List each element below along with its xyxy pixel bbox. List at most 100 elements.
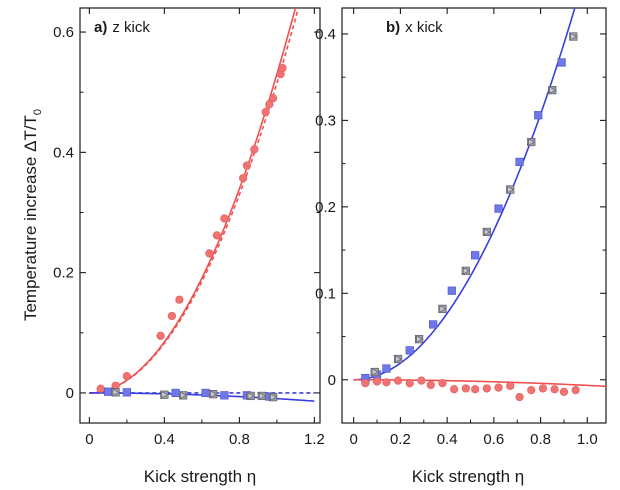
y-axis-label-subscript: 0	[32, 109, 44, 115]
data-point-triangle-mark	[439, 305, 446, 313]
x-axis-label-a: Kick strength η	[144, 467, 256, 486]
y-tick-label: 0.4	[53, 144, 74, 161]
data-point-square	[494, 204, 503, 213]
panel-a-kick: z kick	[112, 19, 150, 36]
data-point-circle	[461, 384, 470, 393]
data-point-triangle-mark	[259, 392, 266, 400]
data-point-triangle	[461, 266, 470, 275]
data-point-circle	[122, 371, 131, 381]
y-tick-label: 0.2	[53, 265, 74, 282]
data-point-triangle-mark	[371, 368, 379, 376]
panel-b-kick: x kick	[405, 19, 443, 36]
y-tick-label: 0	[66, 385, 74, 402]
data-point-square	[429, 320, 438, 329]
data-point-triangle-mark	[247, 392, 255, 400]
data-point-triangle-mark	[416, 335, 423, 343]
data-point-triangle-mark	[210, 390, 217, 398]
data-point-circle	[538, 384, 548, 393]
panel-a-letter: a)	[94, 19, 107, 36]
data-point-triangle-mark	[180, 391, 187, 399]
data-point-circle	[175, 295, 184, 304]
x-tick-label: 0.2	[390, 431, 411, 448]
data-point-circle	[205, 249, 214, 258]
y-axis-label-text: Temperature increase ΔT/T	[21, 115, 40, 321]
data-point-triangle	[111, 388, 120, 397]
data-point-triangle	[179, 391, 188, 400]
data-point-triangle-mark	[112, 388, 120, 396]
y-tick-label: 0.1	[315, 285, 336, 302]
data-point-square	[171, 388, 180, 398]
fit-curve-solid	[353, 8, 576, 381]
data-point-circle	[494, 383, 503, 392]
data-point-circle	[156, 331, 165, 340]
x-tick-label: 0.8	[530, 431, 551, 448]
fit-curve-solid	[353, 378, 606, 388]
data-point-circle	[250, 145, 259, 154]
data-point-square	[534, 111, 543, 120]
data-point-circle	[450, 385, 459, 394]
data-point-square	[201, 388, 210, 398]
x-axis-label-b: Kick strength η	[412, 467, 524, 486]
data-point-circle	[417, 376, 426, 385]
panel-b-letter: b)	[386, 19, 400, 36]
data-point-triangle	[548, 86, 557, 95]
x-tick-label: 0.4	[437, 431, 458, 448]
data-point-circle	[393, 376, 403, 385]
data-point-square	[557, 58, 566, 67]
data-point-circle	[261, 107, 270, 117]
data-point-circle	[372, 377, 382, 386]
data-point-circle	[438, 379, 447, 388]
data-point-triangle	[393, 354, 403, 364]
data-point-circle	[242, 161, 251, 170]
data-point-circle	[382, 378, 391, 387]
data-point-triangle-mark	[484, 228, 491, 236]
data-point-triangle-mark	[462, 267, 470, 275]
data-point-circle	[239, 174, 248, 183]
data-point-circle	[212, 231, 221, 240]
x-tick-label: 0.8	[229, 431, 250, 448]
data-point-square	[515, 157, 524, 166]
data-point-square	[405, 346, 414, 355]
data-point-circle	[361, 379, 370, 388]
data-point-circle	[527, 386, 536, 395]
data-point-circle	[550, 385, 559, 394]
data-point-triangle	[246, 391, 255, 401]
x-tick-label: 1.0	[577, 431, 598, 448]
plot-frame	[79, 7, 321, 424]
data-point-triangle	[209, 390, 218, 399]
data-point-triangle-mark	[507, 186, 514, 193]
fit-curve-solid	[89, 8, 297, 394]
data-point-circle	[571, 386, 580, 395]
panel-b-title: b) x kick	[386, 19, 443, 36]
data-point-triangle	[370, 367, 379, 377]
panel-b: 0 0.2 0.4 0.6 0.8 1.0 0 0.1 0.2 0.3 0.4	[315, 7, 607, 448]
y-tick-label: 0.2	[315, 199, 336, 216]
panel-a-title: a) z kick	[94, 19, 150, 36]
data-point-triangle	[482, 227, 491, 237]
data-point-circle	[426, 380, 435, 390]
svg-text:Temperature increase ΔT/T0: Temperature increase ΔT/T0	[21, 109, 44, 321]
data-point-triangle	[257, 391, 266, 401]
data-point-circle	[559, 387, 569, 396]
data-point-triangle-mark	[570, 33, 577, 40]
data-point-triangle	[414, 335, 424, 344]
y-tick-label: 0.3	[315, 112, 336, 129]
data-point-square	[471, 251, 480, 260]
plot-area	[89, 8, 315, 402]
data-point-square	[122, 388, 131, 397]
data-point-triangle-mark	[161, 391, 168, 399]
y-tick-label: 0	[328, 372, 336, 389]
data-point-square	[220, 391, 229, 400]
data-point-triangle	[160, 390, 169, 399]
data-point-triangle	[569, 32, 578, 41]
y-tick-label: 0.4	[315, 26, 336, 43]
x-tick-label: 0	[85, 431, 93, 448]
data-point-square	[382, 364, 391, 373]
data-point-circle	[482, 384, 491, 393]
data-point-triangle-mark	[528, 138, 535, 146]
data-point-circle	[405, 379, 414, 388]
data-point-circle	[220, 214, 229, 223]
data-point-square	[104, 387, 113, 396]
data-point-circle	[471, 385, 480, 394]
